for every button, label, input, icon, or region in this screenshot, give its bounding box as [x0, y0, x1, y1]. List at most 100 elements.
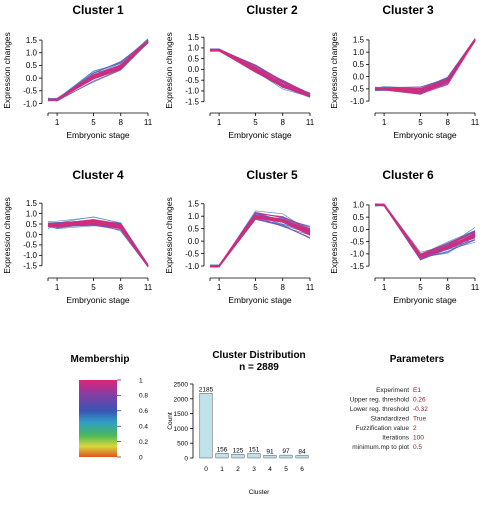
x-tick-label: 3	[252, 466, 256, 473]
y-tick-label: 0.0	[188, 65, 200, 74]
y-tick-label: -0.5	[350, 237, 364, 246]
cluster-5-y-axis: -1.0 -0.5 0.0 0.5 1.0 1.5 Expression changes	[164, 197, 205, 274]
series-line	[375, 204, 476, 259]
x-tick-label: 8	[119, 283, 124, 292]
series-line	[375, 40, 476, 95]
distribution-subtitle: n = 2889	[239, 362, 279, 373]
series-line	[374, 40, 476, 92]
x-tick-label: 1	[382, 283, 387, 292]
parameter-label: Standardized	[371, 416, 410, 423]
series-line	[47, 40, 149, 101]
y-tick-label: -1.5	[185, 97, 199, 106]
series-line	[374, 203, 476, 256]
y-tick-label: 1.0	[26, 49, 38, 58]
x-tick-label: 1	[217, 283, 222, 292]
y-tick-label: 0.5	[26, 61, 38, 70]
cluster-3-title: Cluster 3	[382, 3, 434, 17]
series-line	[374, 39, 476, 92]
x-axis-label: Embryonic stage	[228, 130, 292, 140]
y-tick-label: 1.0	[353, 201, 365, 210]
cluster-4-x-axis: 1 5 8 11 Embryonic stage	[47, 277, 153, 305]
bar	[279, 454, 293, 459]
cluster-4-title: Cluster 4	[72, 168, 124, 182]
bar-value-label: 151	[249, 447, 260, 454]
cluster-2-y-axis: -1.5-1.0 -0.5 0.0 0.51.0 1.5 Expression chang…	[164, 32, 205, 109]
y-tick-label: 1.0	[188, 44, 200, 53]
y-tick-label: 1000	[174, 426, 189, 433]
x-tick-label: 11	[471, 118, 480, 127]
x-tick-label: 5	[253, 283, 258, 292]
series-line	[47, 41, 149, 100]
series-line	[209, 49, 311, 97]
cluster-1-y-axis: -1.0 -0.5 0.0 0.5 1.0 1.5 Expression changes	[2, 32, 43, 109]
y-axis-label: Expression changes	[329, 32, 339, 109]
distribution-y-axis: 0 500 1000 1500 2000 2500 Count	[167, 382, 194, 463]
membership-tick-label: 0	[139, 454, 143, 461]
membership-title: Membership	[71, 354, 130, 365]
parameter-label: Upper reg. threshold	[350, 397, 410, 404]
y-tick-label: 1.0	[26, 209, 38, 218]
y-tick-label: -0.5	[23, 87, 37, 96]
x-axis-label: Embryonic stage	[393, 295, 457, 305]
y-tick-label: 0.5	[353, 60, 365, 69]
bar	[215, 453, 229, 459]
y-tick-label: 0.0	[353, 225, 365, 234]
cluster-4-y-axis: -1.5 -1.0-0.5 0.00.5 1.01.5 Expression chang…	[2, 197, 43, 274]
y-tick-label: -0.5	[350, 85, 364, 94]
y-tick-label: 0.0	[26, 230, 38, 239]
parameter-value: 0.26	[413, 397, 426, 404]
cluster-3-x-axis: 1 5 8 11 Embryonic stage	[374, 112, 480, 140]
series-line	[374, 39, 476, 92]
parameter-value: 100	[413, 435, 424, 442]
parameter-label: Lower reg. threshold	[350, 406, 410, 413]
x-tick-label: 1	[382, 118, 387, 127]
y-tick-label: 0.5	[188, 224, 200, 233]
cluster-1-chart: Cluster 1 -1.0 -0.5 0.0 0.5 1.0 1.5 Expression …	[2, 3, 153, 140]
y-tick-label: 1.5	[188, 33, 200, 42]
cluster-5-x-axis: 1 5 8 11 Embryonic stage	[209, 277, 315, 305]
bar-value-label: 91	[266, 448, 274, 455]
series-line	[210, 48, 311, 95]
series-line	[47, 38, 149, 100]
cluster-6-lines	[374, 203, 476, 261]
y-tick-label: 0.5	[188, 54, 200, 63]
series-line	[209, 217, 311, 267]
y-tick-label: -1.0	[350, 97, 364, 106]
y-tick-label: 1500	[174, 411, 189, 418]
x-tick-label: 8	[446, 283, 451, 292]
parameter-value: 0.5	[413, 444, 422, 451]
membership-legend: Membership 1 0.8 0.6 0.4 0.2 0	[71, 354, 149, 461]
y-tick-label: 1.0	[188, 212, 200, 221]
y-tick-label: -1.0	[23, 99, 37, 108]
parameter-label: minimum.mp to plot	[352, 444, 409, 451]
bar	[263, 455, 277, 459]
y-tick-label: 0.0	[26, 74, 38, 83]
y-tick-label: 0.5	[26, 220, 38, 229]
bar	[199, 393, 213, 459]
y-tick-label: 1.5	[26, 199, 38, 208]
x-tick-label: 11	[306, 118, 315, 127]
bar	[231, 454, 245, 459]
membership-tick-label: 0.4	[139, 424, 148, 431]
cluster-2-title: Cluster 2	[246, 3, 298, 17]
y-axis-label: Count	[167, 412, 174, 430]
series-line	[374, 41, 476, 91]
y-axis-label: Expression changes	[164, 197, 174, 274]
parameter-label: Iterations	[382, 435, 409, 442]
cluster-6-y-axis: -1.5 -1.0 -0.5 0.0 0.5 1.0 Expression changes	[329, 197, 370, 274]
y-tick-label: -1.5	[23, 262, 37, 271]
series-line	[47, 40, 149, 101]
x-tick-label: 0	[204, 466, 208, 473]
x-tick-label: 5	[284, 466, 288, 473]
cluster-6-x-axis: 1 5 8 11 Embryonic stage	[374, 277, 480, 305]
y-tick-label: 2000	[174, 396, 189, 403]
parameter-value: True	[413, 416, 427, 423]
bar-value-label: 84	[298, 449, 306, 456]
y-tick-label: 0.5	[353, 213, 365, 222]
x-tick-label: 8	[446, 118, 451, 127]
cluster-2-x-axis: 1 5 8 11 Embryonic stage	[209, 112, 315, 140]
series-line	[374, 39, 476, 93]
cluster-5-lines	[209, 210, 311, 268]
